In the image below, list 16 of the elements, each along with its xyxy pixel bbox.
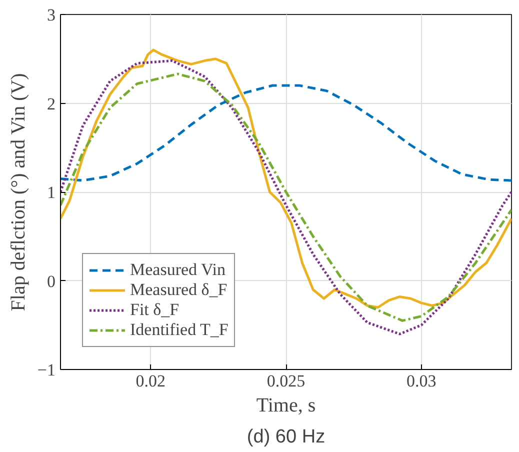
x-axis-title: Time, s [256, 394, 316, 416]
y-tick-label: 1 [47, 183, 56, 202]
line-series [60, 84, 512, 182]
x-tick-label: 0.02 [136, 372, 166, 390]
y-tick-label: 3 [47, 6, 56, 24]
text: (d) 60 Hz [246, 426, 326, 448]
legend-label: Identified T_F [130, 320, 228, 340]
x-tick-label: 0.025 [266, 372, 306, 390]
legend-label: Measured δ_F [130, 280, 228, 300]
legend-label: Measured Vin [130, 260, 226, 280]
y-axis-title: Flap deflction (°) and Vin (V) [7, 73, 30, 312]
x-tick-label: 0.03 [406, 372, 436, 390]
y-tick-label: 2 [47, 94, 56, 114]
y-tick-label: 0 [47, 272, 56, 291]
y-tick-label: −1 [37, 360, 56, 380]
legend-label: Fit δ_F [130, 300, 180, 320]
